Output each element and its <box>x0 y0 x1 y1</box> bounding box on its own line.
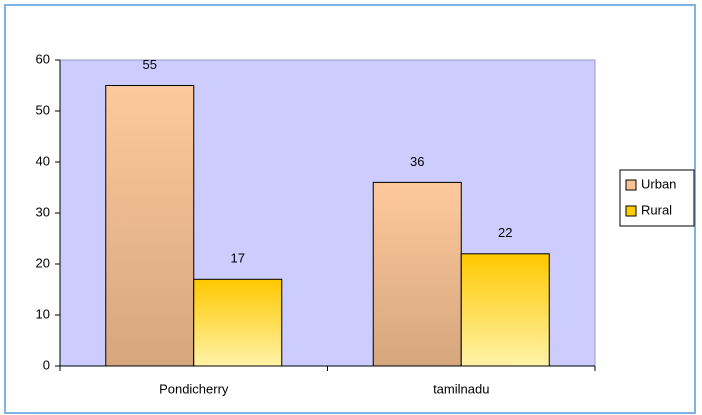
bar <box>460 253 550 367</box>
y-tick-label: 0 <box>43 357 50 372</box>
y-tick-label: 20 <box>36 255 50 270</box>
bar <box>105 85 195 367</box>
data-label: 36 <box>410 154 424 169</box>
legend-label: Rural <box>641 202 672 217</box>
data-label: 22 <box>498 225 512 240</box>
legend-box <box>619 169 695 227</box>
y-tick-label: 10 <box>36 306 50 321</box>
data-label: 17 <box>231 251 245 266</box>
legend-label: Urban <box>641 176 676 191</box>
x-tick-label: Pondicherry <box>159 381 229 396</box>
y-tick-label: 40 <box>36 153 50 168</box>
bar <box>372 181 462 367</box>
x-tick-label: tamilnadu <box>433 381 489 396</box>
legend-swatch <box>625 179 637 191</box>
y-tick-label: 60 <box>36 51 50 66</box>
y-tick-label: 30 <box>36 204 50 219</box>
bar <box>193 278 283 367</box>
data-label: 55 <box>143 57 157 72</box>
legend-swatch <box>625 205 637 217</box>
y-tick-label: 50 <box>36 102 50 117</box>
